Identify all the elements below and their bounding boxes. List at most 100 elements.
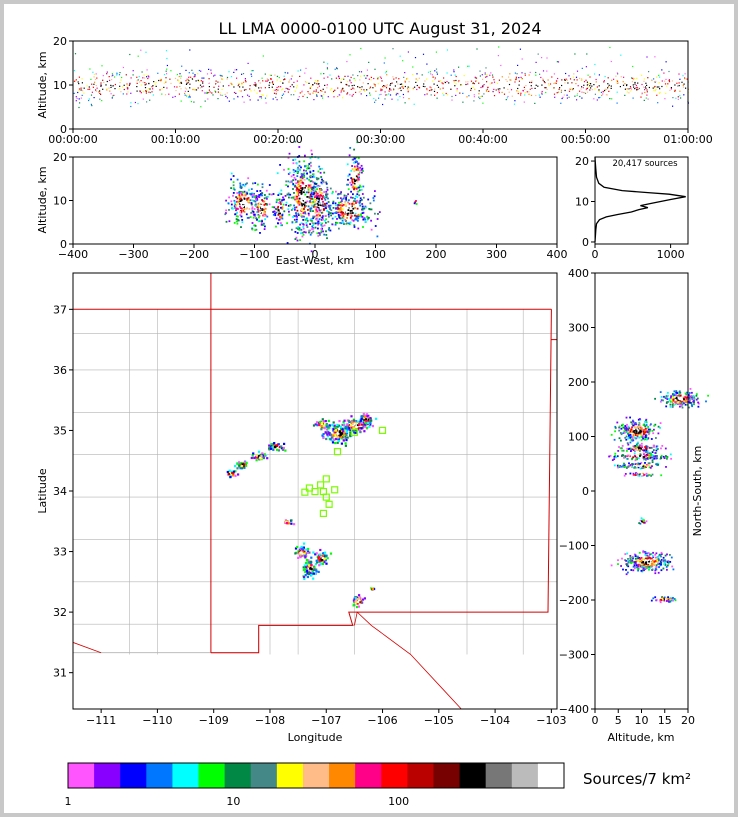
ns-height-source <box>648 556 650 559</box>
ns-height-source <box>648 565 651 568</box>
time-height-source <box>89 68 91 70</box>
time-height-source <box>301 81 304 83</box>
time-height-source <box>397 88 399 90</box>
time-height-source <box>388 90 390 92</box>
ns-height-source <box>640 433 643 436</box>
ns-height-source <box>672 396 675 399</box>
ew-height-source <box>315 183 317 185</box>
ew-height-source <box>331 191 334 193</box>
ew-height-source <box>324 204 327 207</box>
ns-height-source <box>645 424 648 426</box>
time-height-source <box>561 79 563 81</box>
ew-height-source <box>340 222 343 225</box>
time-height-source <box>262 55 264 57</box>
plan-view-source <box>329 552 333 555</box>
time-height-source <box>683 83 685 85</box>
time-height-source <box>508 91 510 93</box>
time-height-source <box>424 80 426 82</box>
ew-height-source <box>249 199 252 202</box>
ew-height-source <box>282 196 284 199</box>
ew-height-source <box>243 206 245 208</box>
ns-height-source <box>666 599 669 601</box>
time-height-source <box>287 88 289 90</box>
ns-height-source <box>642 431 645 433</box>
time-height-source <box>129 82 131 84</box>
plan-view-source <box>320 423 324 426</box>
time-height-source <box>426 88 428 90</box>
ns-height-source <box>625 435 628 438</box>
time-height-source <box>404 84 406 86</box>
ew-height-source <box>353 185 356 188</box>
time-height-source <box>246 85 248 87</box>
time-height-source <box>571 82 573 84</box>
time-height-source <box>503 87 505 89</box>
ns-height-source <box>638 427 641 430</box>
time-height-source <box>560 89 563 91</box>
ew-height-source <box>298 214 300 216</box>
plan-view-source <box>304 556 307 559</box>
plan-view-source <box>260 454 263 457</box>
time-height-source <box>608 90 610 92</box>
plan-view-source <box>312 551 315 554</box>
plan-view-source <box>302 568 305 572</box>
time-height-source <box>353 84 355 86</box>
plan-view-source <box>318 423 321 426</box>
time-height-source <box>495 89 497 91</box>
ew-height-source <box>354 177 357 179</box>
plan-view-source <box>342 432 345 436</box>
time-height-source <box>118 74 121 76</box>
ew-height-source <box>281 214 284 217</box>
ew-height-ytick-label: 20 <box>53 151 67 164</box>
time-height-source <box>607 86 610 88</box>
plan-view-xtick-label: −110 <box>142 714 172 727</box>
time-height-source <box>466 96 468 98</box>
ew-height-source <box>290 181 293 183</box>
time-height-source <box>315 80 317 82</box>
time-height-source <box>129 53 131 56</box>
ns-height-source <box>624 436 627 439</box>
ew-height-source <box>338 201 340 204</box>
plan-view-source <box>365 420 368 423</box>
ns-height-source <box>622 464 625 467</box>
ew-height-source <box>362 209 365 211</box>
time-height-source <box>565 72 567 75</box>
colorbar-tick-label: 10 <box>226 795 240 808</box>
ns-height-source <box>676 392 679 394</box>
plan-view-source <box>256 455 259 458</box>
ns-height-source <box>616 421 619 424</box>
time-height-source <box>572 88 574 90</box>
ns-height-source <box>644 568 647 570</box>
time-height-source <box>514 72 516 74</box>
ew-height-source <box>304 219 307 221</box>
time-height-source <box>610 60 612 63</box>
ns-height-source <box>691 404 693 406</box>
plan-view-source <box>366 426 369 429</box>
plan-view-source <box>314 572 317 575</box>
time-height-source <box>341 88 343 90</box>
time-height-source <box>243 81 245 83</box>
ew-height-source <box>339 192 342 195</box>
ns-height-source <box>628 462 630 465</box>
plan-view-source <box>349 435 352 438</box>
time-height-source <box>391 98 393 100</box>
time-height-source <box>193 101 195 103</box>
time-height-source <box>317 81 319 83</box>
time-height-source <box>435 51 437 53</box>
plan-view-source <box>296 545 299 549</box>
ns-height-source <box>637 446 640 449</box>
ns-height-source <box>626 447 629 450</box>
ew-height-source <box>353 200 355 202</box>
time-height-source <box>179 85 181 88</box>
plan-view-ytick-label: 37 <box>53 303 67 316</box>
ns-height-source <box>613 464 616 467</box>
ew-height-source <box>298 168 301 171</box>
ns-height-source <box>679 405 681 408</box>
ns-height-source <box>618 425 621 428</box>
plan-view-source <box>259 456 262 459</box>
time-height-source <box>511 95 513 97</box>
colorbar-swatch <box>355 763 382 788</box>
ns-height-source <box>652 556 655 559</box>
ew-height-source <box>298 194 300 197</box>
time-height-source <box>404 85 406 88</box>
